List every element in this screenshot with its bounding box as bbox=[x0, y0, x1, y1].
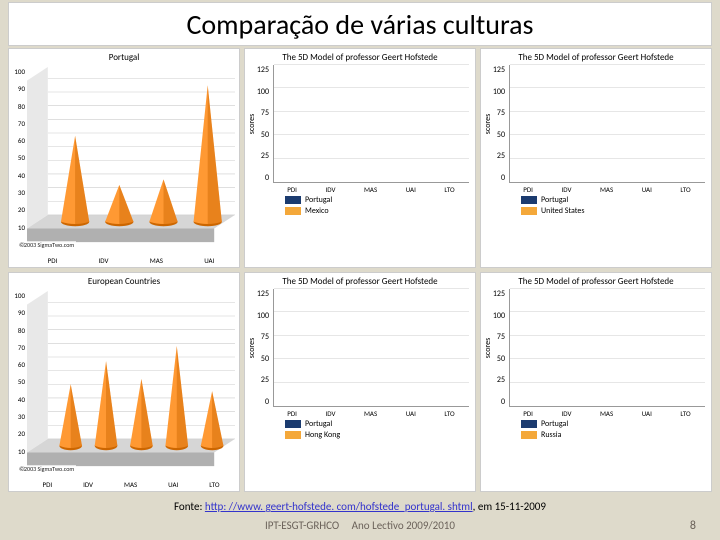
legend-swatch bbox=[285, 196, 301, 204]
chart-panel-bar: The 5D Model of professor Geert Hofstede… bbox=[244, 272, 476, 492]
plot-area: scores0255075100125 bbox=[273, 289, 469, 407]
legend: PortugalHong Kong bbox=[285, 419, 475, 440]
y-axis-ticks: 0255075100125 bbox=[251, 65, 269, 183]
chart-panel-3d: Portugal 1009080706050403020100PDIIDVMASU… bbox=[8, 48, 240, 268]
x-axis-ticks: PDIIDVMASUAILTO bbox=[273, 185, 469, 194]
chart-title: The 5D Model of professor Geert Hofstede bbox=[245, 273, 475, 287]
legend-swatch bbox=[521, 431, 537, 439]
x-axis-ticks: PDIIDVMASUAILTO bbox=[273, 409, 469, 418]
chart-credit: ©2003 SigmaTwo.com bbox=[17, 241, 76, 249]
legend-item: United States bbox=[521, 206, 711, 216]
x-axis-ticks: PDIIDVMASUAILTO bbox=[509, 409, 705, 418]
chart-title: The 5D Model of professor Geert Hofstede bbox=[481, 273, 711, 287]
bars bbox=[510, 289, 705, 406]
chart-panel-3d: European Countries 1009080706050403020100… bbox=[8, 272, 240, 492]
chart-credit: ©2003 SigmaTwo.com bbox=[17, 465, 76, 473]
legend-item: Mexico bbox=[285, 206, 475, 216]
legend-item: Portugal bbox=[521, 419, 711, 429]
legend-swatch bbox=[285, 420, 301, 428]
legend: PortugalRussia bbox=[521, 419, 711, 440]
x-axis-ticks: PDIIDVMASUAILTO bbox=[27, 480, 235, 489]
plot-area: scores0255075100125 bbox=[273, 65, 469, 183]
plot bbox=[273, 65, 469, 183]
legend-item: Hong Kong bbox=[285, 430, 475, 440]
y-axis-ticks: 0255075100125 bbox=[251, 289, 269, 407]
chart-title: The 5D Model of professor Geert Hofstede bbox=[481, 49, 711, 63]
plot-area: scores0255075100125 bbox=[509, 289, 705, 407]
legend-item: Portugal bbox=[285, 419, 475, 429]
legend: PortugalMexico bbox=[285, 195, 475, 216]
chart-panel-bar: The 5D Model of professor Geert Hofstede… bbox=[480, 272, 712, 492]
legend-label: Portugal bbox=[541, 195, 568, 205]
footer-year: Ano Lectivo 2009/2010 bbox=[352, 519, 455, 532]
footer-line: IPT-ESGT-GRHCO Ano Lectivo 2009/2010 8 bbox=[0, 519, 720, 532]
source-link[interactable]: http: //www. geert-hofstede. com/hofsted… bbox=[205, 500, 473, 513]
title-band: Comparação de várias culturas bbox=[8, 2, 712, 46]
legend-label: Mexico bbox=[305, 206, 329, 216]
y-axis-ticks: 0255075100125 bbox=[487, 289, 505, 407]
chart-title: The 5D Model of professor Geert Hofstede bbox=[245, 49, 475, 63]
legend-label: Hong Kong bbox=[305, 430, 340, 440]
legend-swatch bbox=[285, 207, 301, 215]
plot-area: scores0255075100125 bbox=[509, 65, 705, 183]
chart-title: Portugal bbox=[9, 49, 239, 63]
legend-swatch bbox=[521, 196, 537, 204]
legend-swatch bbox=[285, 431, 301, 439]
legend: PortugalUnited States bbox=[521, 195, 711, 216]
plot-area bbox=[27, 67, 235, 249]
chart-grid: Portugal1009080706050403020100PDIIDVMASU… bbox=[8, 48, 712, 492]
plot bbox=[509, 289, 705, 407]
legend-swatch bbox=[521, 420, 537, 428]
bars bbox=[510, 65, 705, 182]
page-title: Comparação de várias culturas bbox=[186, 7, 533, 42]
legend-label: United States bbox=[541, 206, 584, 216]
footer: Fonte: http: //www. geert-hofstede. com/… bbox=[0, 496, 720, 540]
x-axis-ticks: PDIIDVMASUAILTO bbox=[509, 185, 705, 194]
plot bbox=[509, 65, 705, 183]
legend-item: Portugal bbox=[285, 195, 475, 205]
legend-label: Portugal bbox=[305, 195, 332, 205]
legend-label: Portugal bbox=[305, 419, 332, 429]
legend-label: Portugal bbox=[541, 419, 568, 429]
legend-item: Russia bbox=[521, 430, 711, 440]
y-axis-ticks: 1009080706050403020100 bbox=[11, 291, 25, 473]
legend-swatch bbox=[521, 207, 537, 215]
plot-area bbox=[27, 291, 235, 473]
y-axis-ticks: 0255075100125 bbox=[487, 65, 505, 183]
chart-title: European Countries bbox=[9, 273, 239, 287]
slide-number: 8 bbox=[690, 519, 696, 533]
chart-panel-bar: The 5D Model of professor Geert Hofstede… bbox=[244, 48, 476, 268]
legend-item: Portugal bbox=[521, 195, 711, 205]
plot bbox=[273, 289, 469, 407]
chart-panel-bar: The 5D Model of professor Geert Hofstede… bbox=[480, 48, 712, 268]
bars bbox=[274, 65, 469, 182]
footer-course: IPT-ESGT-GRHCO bbox=[265, 519, 339, 532]
legend-label: Russia bbox=[541, 430, 561, 440]
source-line: Fonte: http: //www. geert-hofstede. com/… bbox=[0, 500, 720, 513]
x-axis-ticks: PDIIDVMASUAI bbox=[27, 256, 235, 265]
bars bbox=[274, 289, 469, 406]
y-axis-ticks: 1009080706050403020100 bbox=[11, 67, 25, 249]
